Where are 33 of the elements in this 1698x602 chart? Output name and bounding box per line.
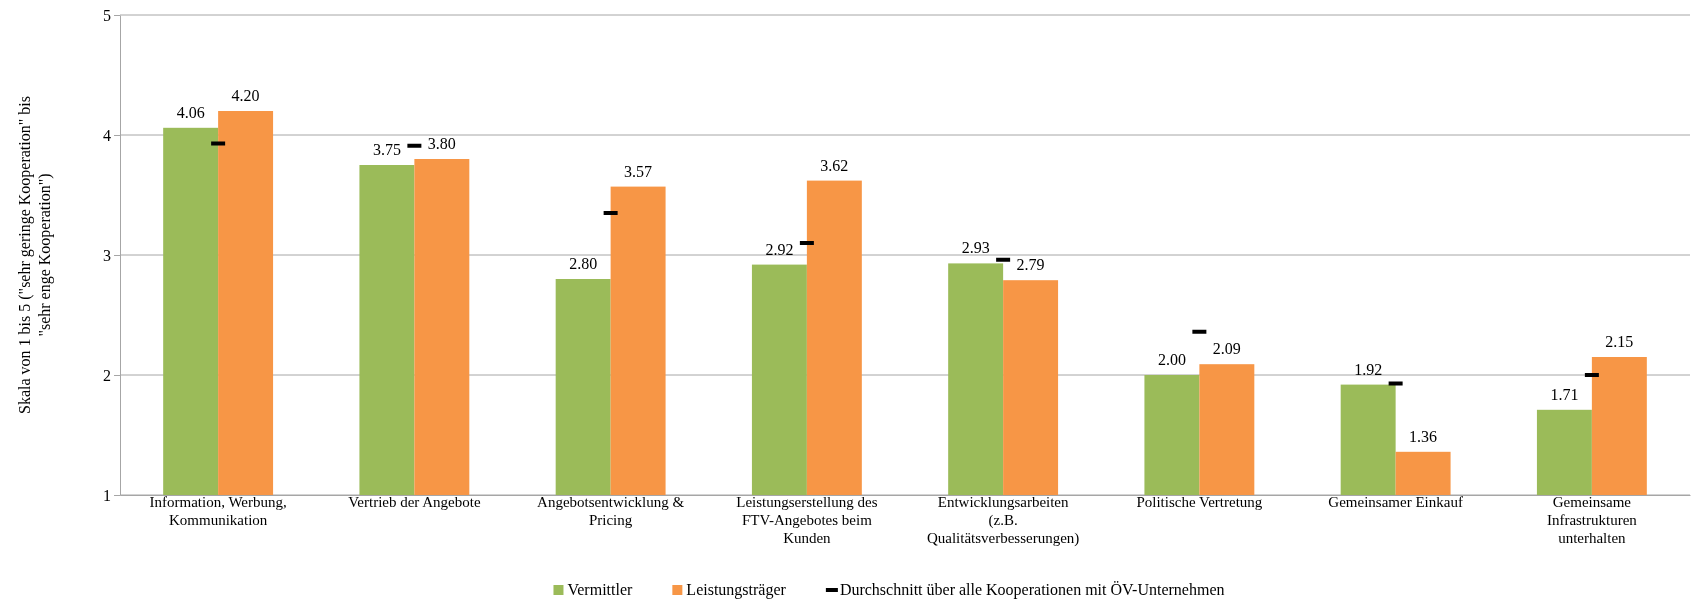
data-label: 2.93 — [961, 239, 990, 257]
legend-label: Vermittler — [567, 581, 634, 598]
y-tick-label: 2 — [103, 366, 111, 384]
x-tick-label: Entwicklungsarbeiten (z.B. Qualitätsverbesserungen) — [926, 494, 1080, 547]
data-label: 3.75 — [372, 141, 401, 158]
y-tick-label: 1 — [103, 486, 111, 504]
data-label: 1.92 — [1354, 360, 1383, 378]
y-tick-label: 3 — [103, 246, 111, 264]
data-label: 3.80 — [427, 135, 456, 152]
x-tick-label: Gemeinsamer Einkauf — [1328, 494, 1463, 510]
y-axis-title: Skala von 1 bis 5 ("sehr geringe Kooperation" bis "sehr enge Kooperation") — [16, 96, 54, 414]
data-label: 4.20 — [231, 87, 260, 104]
x-tick-label: Politische Vertretung — [1136, 494, 1263, 510]
y-tick-label: 5 — [103, 6, 111, 24]
x-tick-label: Leistungserstellung des FTV-Angebotes beim Kunden — [736, 494, 878, 546]
data-label: 2.79 — [1016, 256, 1045, 274]
data-label: 2.09 — [1212, 340, 1241, 358]
legend-label: Durchschnitt über alle Kooperationen mit ÖV-Unternehmen — [839, 581, 1225, 599]
data-label: 1.36 — [1409, 427, 1438, 445]
data-label: 1.71 — [1550, 385, 1579, 403]
data-label: 2.15 — [1605, 333, 1634, 350]
data-label: 3.62 — [820, 156, 849, 174]
x-tick-label: Vertrieb der Angebote — [348, 494, 481, 510]
data-label: 2.80 — [569, 255, 598, 272]
data-label: 4.06 — [176, 103, 205, 121]
data-label: 2.92 — [765, 240, 794, 258]
legend-label: Leistungsträger — [686, 581, 787, 599]
data-label: 2.00 — [1157, 351, 1186, 368]
y-tick-label: 4 — [103, 126, 111, 144]
x-tick-label: Information, Werbung, Kommunikation — [149, 494, 287, 528]
x-tick-label: Gemeinsame Infrastrukturen unterhalten — [1546, 494, 1638, 546]
data-label: 3.57 — [624, 162, 653, 180]
x-tick-label: Angebotsentwicklung & Pricing — [537, 494, 685, 528]
